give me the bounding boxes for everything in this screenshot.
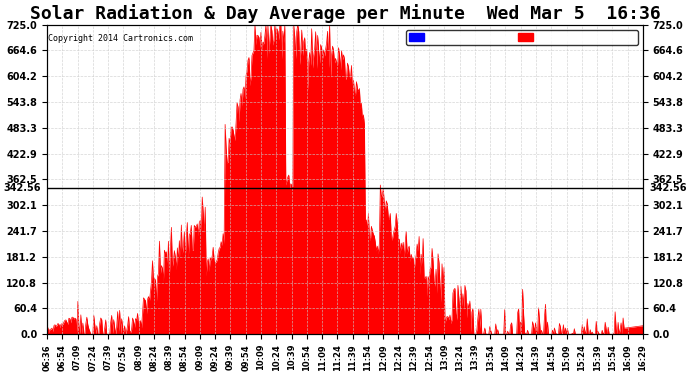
- Text: 342.56: 342.56: [3, 183, 41, 193]
- Text: Copyright 2014 Cartronics.com: Copyright 2014 Cartronics.com: [48, 34, 193, 43]
- Text: 342.56: 342.56: [649, 183, 687, 193]
- Legend: Median (w/m2), Radiation (w/m2): Median (w/m2), Radiation (w/m2): [406, 30, 638, 45]
- Title: Solar Radiation & Day Average per Minute  Wed Mar 5  16:36: Solar Radiation & Day Average per Minute…: [30, 4, 660, 23]
